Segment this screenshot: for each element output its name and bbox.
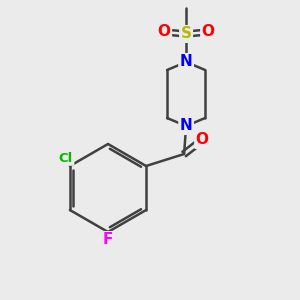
Text: F: F <box>103 232 113 247</box>
Text: S: S <box>181 26 192 41</box>
Text: N: N <box>180 118 193 134</box>
Text: O: O <box>202 25 214 40</box>
Text: O: O <box>158 25 171 40</box>
Text: O: O <box>196 133 208 148</box>
Text: N: N <box>180 55 193 70</box>
Text: Cl: Cl <box>59 152 73 164</box>
